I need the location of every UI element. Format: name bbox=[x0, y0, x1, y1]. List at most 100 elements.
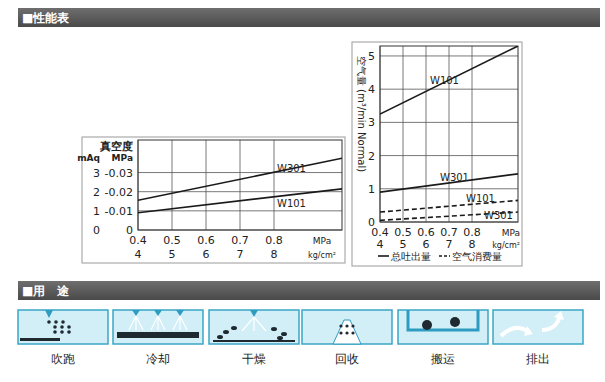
icon-drop bbox=[271, 327, 277, 331]
x2-tick-label: 4 bbox=[135, 248, 142, 261]
icon-dot bbox=[351, 331, 354, 334]
x-tick-label: 0.8 bbox=[265, 234, 283, 247]
icon-dot bbox=[345, 324, 348, 327]
usage-label: 吹跑 bbox=[51, 352, 75, 366]
icon-ball bbox=[450, 317, 460, 327]
icon-dot bbox=[351, 324, 354, 327]
x-axis-unit: MPa bbox=[502, 228, 520, 238]
icon-dot bbox=[67, 330, 71, 334]
icon-ball bbox=[422, 320, 432, 330]
icon-dot bbox=[61, 320, 65, 324]
icon-nozzle bbox=[154, 310, 162, 316]
x2-tick-label: 7 bbox=[446, 238, 453, 251]
usage-label: 干燥 bbox=[242, 352, 266, 366]
y-tick-label: 3 bbox=[368, 116, 375, 129]
icon-nozzle bbox=[250, 310, 258, 317]
usage-icon bbox=[113, 310, 203, 344]
series-label: W301 bbox=[484, 210, 513, 221]
icon-dot bbox=[47, 320, 51, 324]
grid-line bbox=[240, 140, 241, 230]
icon-box bbox=[302, 310, 392, 344]
x-axis-unit: MPa bbox=[313, 236, 331, 246]
plot-frame bbox=[380, 46, 518, 222]
x-tick-label: 0.5 bbox=[163, 234, 181, 247]
icon-dot bbox=[339, 324, 342, 327]
x2-tick-label: 4 bbox=[377, 238, 384, 251]
icon-dot bbox=[60, 330, 64, 334]
series-line bbox=[380, 46, 518, 114]
series-label: W301 bbox=[277, 163, 306, 174]
grid-line bbox=[172, 140, 173, 230]
series-line bbox=[138, 158, 342, 200]
x2-tick-label: 6 bbox=[423, 238, 430, 251]
usage-row: 吹跑冷却干燥回收搬运排出 bbox=[18, 310, 583, 366]
grid-line bbox=[206, 140, 207, 230]
usage-icon bbox=[209, 310, 299, 344]
icon-dot bbox=[53, 325, 57, 329]
icon-ground bbox=[213, 340, 295, 342]
icon-drop bbox=[281, 332, 287, 336]
header-title: ■性能表 bbox=[22, 11, 70, 25]
y-tick-label: 1 bbox=[368, 183, 375, 196]
y2-tick-label: -0.03 bbox=[105, 167, 133, 180]
icon-spray bbox=[151, 316, 165, 330]
plot-frame bbox=[138, 140, 342, 230]
x2-tick-label: 5 bbox=[400, 238, 407, 251]
chart: 012345空气量 (m³/min Normal)0.40.50.60.70.8… bbox=[352, 42, 522, 266]
y-tick-label: 0 bbox=[93, 224, 100, 237]
usage-label: 搬运 bbox=[431, 352, 455, 366]
icon-box bbox=[18, 310, 108, 344]
icon-box bbox=[493, 310, 583, 344]
y2-axis-unit: MPa bbox=[112, 153, 133, 163]
x2-tick-label: 6 bbox=[203, 248, 210, 261]
chart-box bbox=[352, 42, 522, 266]
x2-tick-label: 7 bbox=[237, 248, 244, 261]
icon-dot bbox=[53, 330, 57, 334]
series-label: W101 bbox=[466, 193, 495, 204]
x2-axis-unit: kg/cm² bbox=[308, 251, 336, 260]
x2-axis-unit: kg/cm² bbox=[492, 241, 520, 250]
icon-arrowhead bbox=[554, 311, 564, 320]
icon-drop bbox=[231, 326, 237, 330]
icon-box bbox=[113, 310, 203, 344]
usage-icon bbox=[18, 310, 108, 344]
icon-nozzle bbox=[176, 310, 184, 316]
series-group bbox=[380, 46, 518, 220]
x-tick-label: 0.6 bbox=[197, 234, 215, 247]
y2-tick-label: -0.02 bbox=[105, 186, 133, 199]
icon-dot bbox=[54, 320, 58, 324]
usage-icon bbox=[302, 310, 392, 344]
y-tick-label: 3 bbox=[93, 167, 100, 180]
x2-tick-label: 5 bbox=[169, 248, 176, 261]
y-tick-label: 5 bbox=[368, 50, 375, 63]
legend-label: 空气消费量 bbox=[452, 251, 502, 262]
icon-ground bbox=[20, 338, 60, 341]
grid-line bbox=[449, 46, 450, 222]
icon-dot bbox=[345, 331, 348, 334]
y-tick-label: 1 bbox=[93, 205, 100, 218]
grid-line bbox=[426, 46, 427, 222]
y-axis-title: 真空度 bbox=[99, 140, 133, 153]
y-tick-label: 2 bbox=[93, 186, 100, 199]
x-tick-label: 0.4 bbox=[129, 234, 147, 247]
usage-icon bbox=[398, 310, 488, 344]
usage-label: 排出 bbox=[526, 352, 550, 366]
y-tick-label: 2 bbox=[368, 150, 375, 163]
icon-drop bbox=[277, 336, 283, 340]
icon-spray bbox=[129, 316, 143, 330]
grid-line bbox=[403, 46, 404, 222]
series-group bbox=[138, 158, 342, 213]
icon-arrowhead bbox=[524, 326, 533, 336]
legend-label: 总吐出量 bbox=[390, 251, 431, 262]
icon-nozzle bbox=[132, 310, 140, 316]
icon-arrow bbox=[542, 316, 560, 330]
series-label: W101 bbox=[277, 198, 306, 209]
y-axis-title: 空气量 (m³/min Normal) bbox=[356, 56, 367, 172]
series-label: W101 bbox=[430, 75, 459, 86]
x2-tick-label: 8 bbox=[469, 238, 476, 251]
legend-swatch bbox=[378, 255, 389, 257]
grid-line bbox=[274, 140, 275, 230]
x-tick-label: 0.7 bbox=[231, 234, 249, 247]
icon-pipe bbox=[408, 310, 478, 330]
icon-box bbox=[398, 310, 488, 344]
